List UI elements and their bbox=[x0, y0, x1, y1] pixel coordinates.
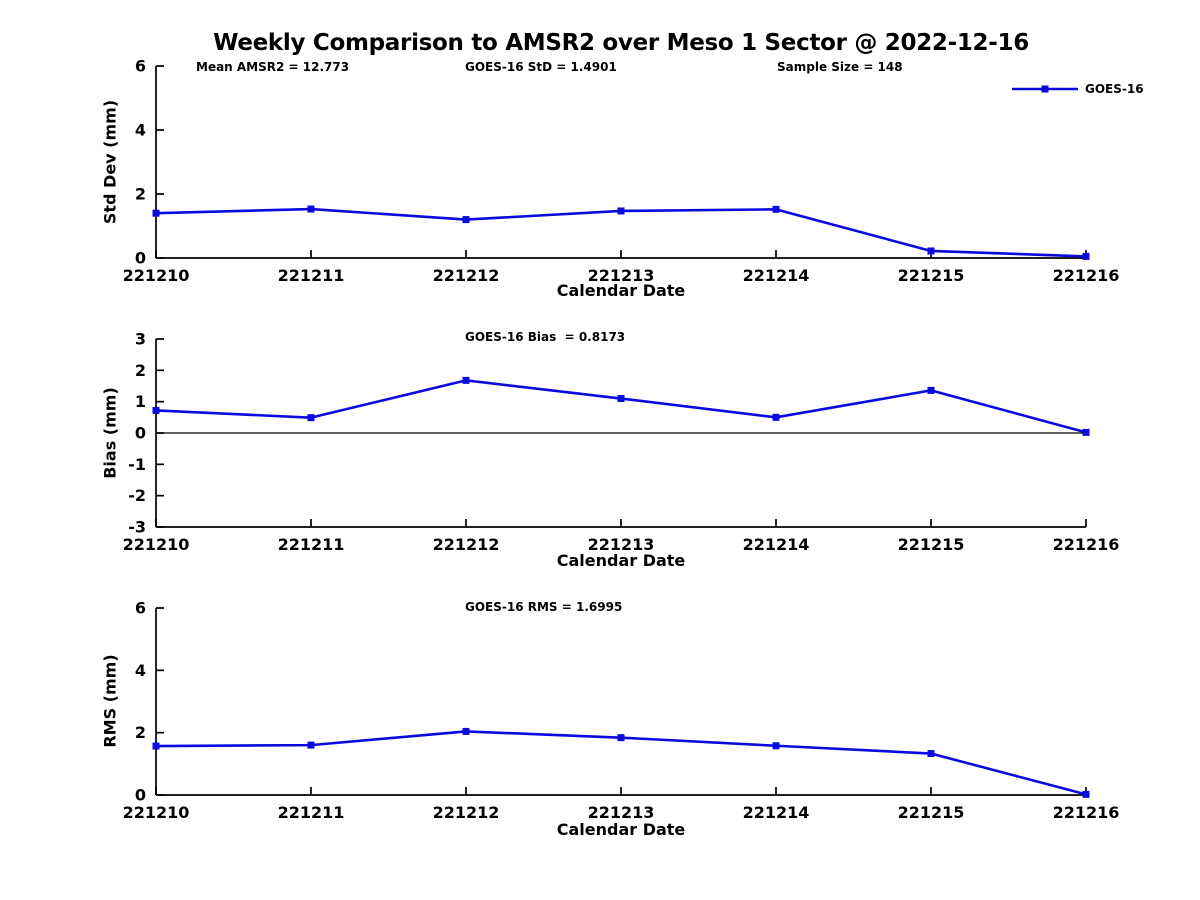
data-point-marker bbox=[772, 205, 780, 213]
legend-marker bbox=[1041, 85, 1049, 93]
y-tick-label: 4 bbox=[135, 661, 146, 680]
chart-title-rms: GOES-16 RMS = 1.6995 bbox=[465, 600, 623, 614]
data-point-marker bbox=[152, 209, 160, 217]
x-tick-label: 221216 bbox=[1053, 266, 1120, 285]
y-tick-label: 1 bbox=[135, 392, 146, 411]
x-tick-label: 221211 bbox=[278, 266, 345, 285]
chart-title-bias: GOES-16 Bias = 0.8173 bbox=[465, 330, 626, 344]
data-point-marker bbox=[307, 414, 315, 422]
x-tick-label: 221212 bbox=[433, 535, 500, 554]
x-tick-label: 221213 bbox=[588, 803, 655, 822]
data-point-marker bbox=[1082, 428, 1090, 436]
data-point-marker bbox=[152, 742, 160, 750]
legend-label: GOES-16 bbox=[1085, 82, 1144, 96]
data-point-marker bbox=[307, 205, 315, 213]
annotation-goes16-std: GOES-16 StD = 1.4901 bbox=[465, 60, 617, 74]
x-tick-label: 221211 bbox=[278, 803, 345, 822]
figure-title: Weekly Comparison to AMSR2 over Meso 1 S… bbox=[213, 30, 1029, 56]
data-point-marker bbox=[152, 406, 160, 414]
y-tick-label: 6 bbox=[135, 599, 146, 618]
x-tick-label: 221216 bbox=[1053, 803, 1120, 822]
data-point-marker bbox=[462, 216, 470, 224]
annotation-mean-amsr2: Mean AMSR2 = 12.773 bbox=[196, 60, 350, 74]
data-point-marker bbox=[617, 207, 625, 215]
data-point-marker bbox=[1082, 790, 1090, 798]
x-tick-label: 221214 bbox=[743, 266, 810, 285]
data-point-marker bbox=[927, 750, 935, 758]
x-tick-label: 221212 bbox=[433, 266, 500, 285]
y-tick-label: 2 bbox=[135, 185, 146, 204]
y-tick-label: 0 bbox=[135, 249, 146, 268]
data-point-marker bbox=[462, 376, 470, 384]
y-tick-label: 2 bbox=[135, 723, 146, 742]
legend: GOES-16 bbox=[1012, 82, 1144, 96]
x-tick-label: 221210 bbox=[123, 803, 190, 822]
data-point-marker bbox=[307, 741, 315, 749]
x-tick-label: 221212 bbox=[433, 803, 500, 822]
x-tick-label: 221210 bbox=[123, 535, 190, 554]
y-axis-label-bias: Bias (mm) bbox=[100, 387, 120, 479]
x-tick-label: 221210 bbox=[123, 266, 190, 285]
y-tick-label: 0 bbox=[135, 424, 146, 443]
y-tick-label: 4 bbox=[135, 121, 146, 140]
x-axis-label-bottom: Calendar Date bbox=[556, 820, 686, 839]
data-point-marker bbox=[927, 247, 935, 255]
y-tick-label: 0 bbox=[135, 786, 146, 805]
legend-line-marker-icon bbox=[1012, 85, 1078, 93]
y-axis-label-stddev: Std Dev (mm) bbox=[100, 99, 120, 225]
data-point-marker bbox=[617, 734, 625, 742]
x-tick-label: 221211 bbox=[278, 535, 345, 554]
data-point-marker bbox=[1082, 252, 1090, 260]
x-tick-label: 221215 bbox=[898, 803, 965, 822]
x-tick-label: 221214 bbox=[743, 535, 810, 554]
data-point-marker bbox=[772, 742, 780, 750]
data-point-marker bbox=[927, 386, 935, 394]
y-tick-label: 2 bbox=[135, 361, 146, 380]
x-axis-label-top: Calendar Date bbox=[556, 281, 686, 300]
y-tick-label: 3 bbox=[135, 330, 146, 349]
y-tick-label: 6 bbox=[135, 57, 146, 76]
data-point-marker bbox=[617, 395, 625, 403]
y-axis-label-rms: RMS (mm) bbox=[100, 654, 120, 748]
data-point-marker bbox=[772, 413, 780, 421]
x-tick-label: 221213 bbox=[588, 535, 655, 554]
data-line bbox=[155, 379, 1087, 434]
y-tick-label: -1 bbox=[128, 455, 146, 474]
data-point-marker bbox=[462, 727, 470, 735]
data-line bbox=[155, 207, 1087, 258]
x-tick-label: 221215 bbox=[898, 266, 965, 285]
y-tick-label: -3 bbox=[128, 518, 146, 537]
annotation-sample-size: Sample Size = 148 bbox=[777, 60, 903, 74]
x-tick-label: 221216 bbox=[1053, 535, 1120, 554]
x-tick-label: 221213 bbox=[588, 266, 655, 285]
x-axis-label-middle: Calendar Date bbox=[556, 551, 686, 570]
y-tick-label: -2 bbox=[128, 486, 146, 505]
x-tick-label: 221214 bbox=[743, 803, 810, 822]
x-tick-label: 221215 bbox=[898, 535, 965, 554]
